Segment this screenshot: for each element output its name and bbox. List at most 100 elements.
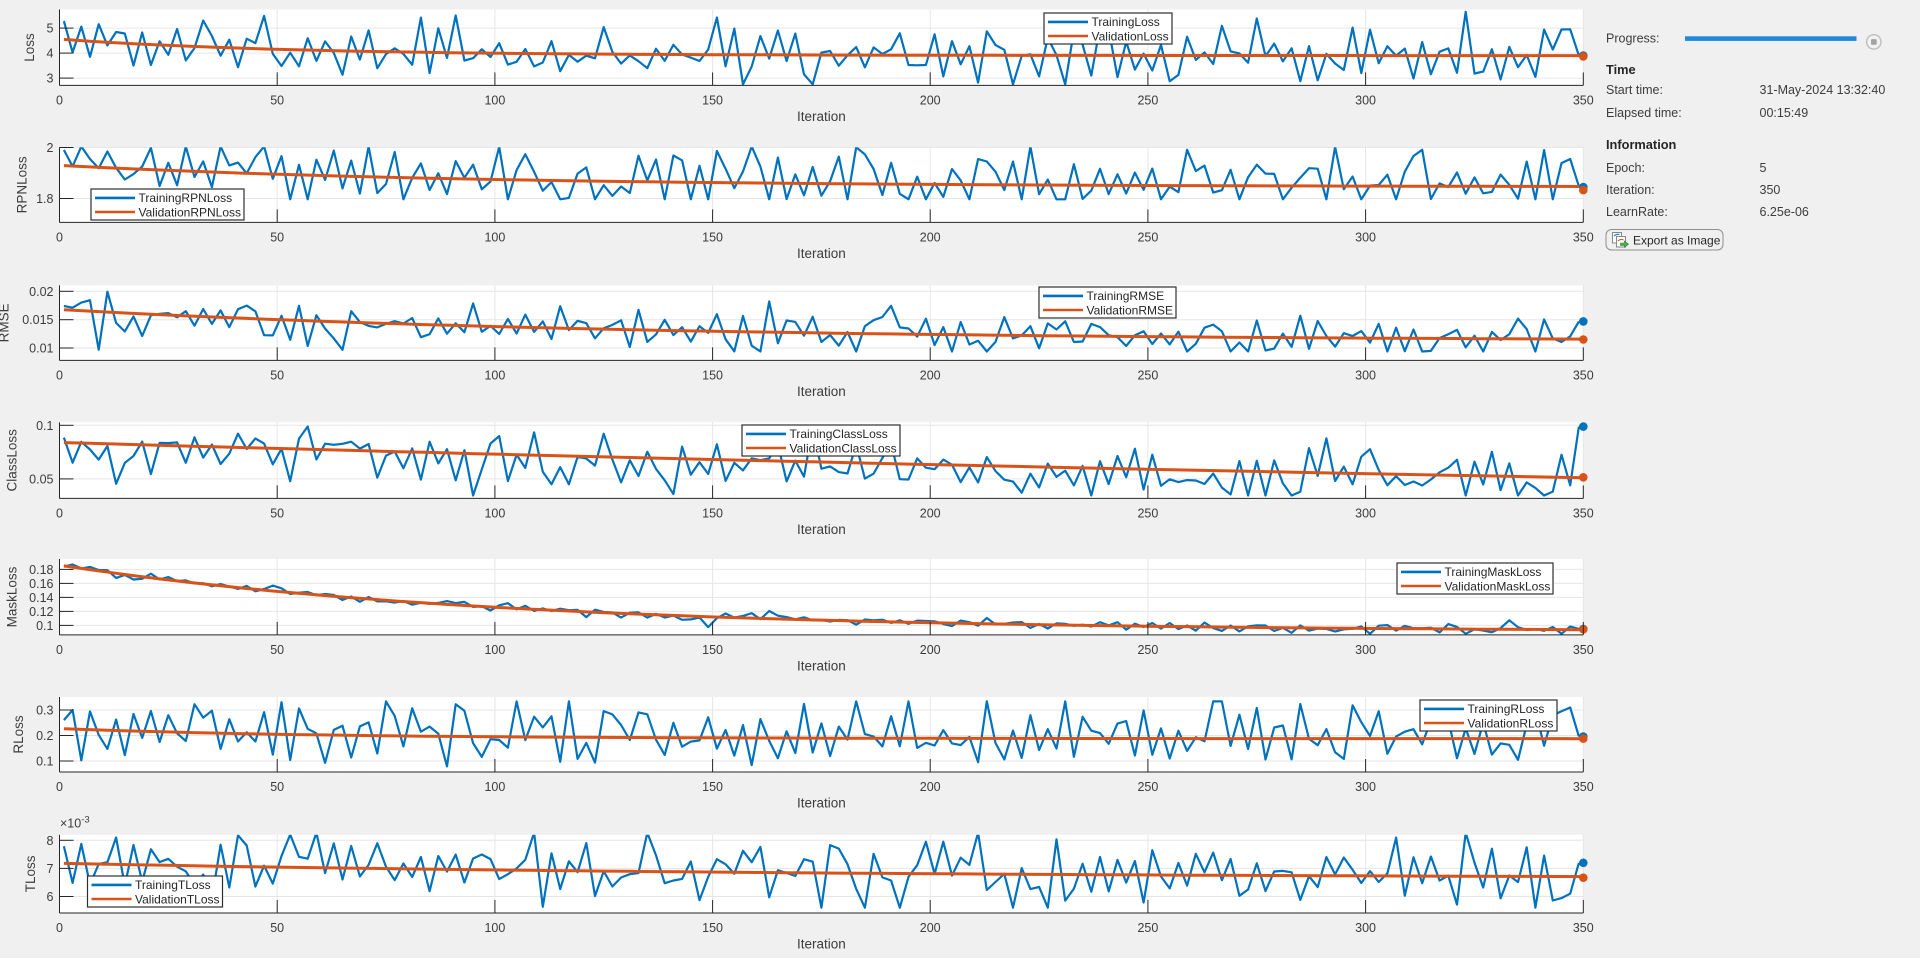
svg-text:250: 250 <box>1137 780 1158 794</box>
svg-text:ValidationMaskLoss: ValidationMaskLoss <box>1445 579 1551 593</box>
svg-text:0.015: 0.015 <box>22 313 53 327</box>
svg-text:2: 2 <box>47 141 54 155</box>
svg-text:200: 200 <box>920 230 941 244</box>
svg-text:50: 50 <box>270 230 284 244</box>
svg-text:100: 100 <box>484 93 505 107</box>
svg-text:7: 7 <box>47 862 54 876</box>
svg-text:150: 150 <box>702 643 723 657</box>
svg-text:100: 100 <box>484 506 505 520</box>
svg-text:0: 0 <box>56 506 63 520</box>
svg-text:TrainingLoss: TrainingLoss <box>1092 15 1160 29</box>
svg-text:TLoss: TLoss <box>23 855 38 892</box>
svg-text:100: 100 <box>484 368 505 382</box>
svg-text:Progress:: Progress: <box>1606 32 1660 46</box>
svg-text:RLoss: RLoss <box>11 715 26 754</box>
svg-text:300: 300 <box>1355 368 1376 382</box>
svg-text:0.02: 0.02 <box>29 285 53 299</box>
svg-text:Iteration: Iteration <box>797 796 846 811</box>
svg-text:200: 200 <box>920 93 941 107</box>
svg-text:Iteration: Iteration <box>797 384 846 399</box>
svg-text:6: 6 <box>47 890 54 904</box>
svg-text:350: 350 <box>1573 921 1594 935</box>
svg-text:5: 5 <box>1760 161 1767 175</box>
svg-text:0: 0 <box>56 643 63 657</box>
svg-text:50: 50 <box>270 368 284 382</box>
svg-text:Iteration: Iteration <box>797 246 846 261</box>
svg-text:0.3: 0.3 <box>36 704 53 718</box>
svg-text:Elapsed time:: Elapsed time: <box>1606 106 1682 120</box>
svg-text:TrainingRPNLoss: TrainingRPNLoss <box>139 191 233 205</box>
svg-text:TrainingClassLoss: TrainingClassLoss <box>790 427 888 441</box>
svg-text:100: 100 <box>484 643 505 657</box>
svg-text:50: 50 <box>270 921 284 935</box>
svg-text:200: 200 <box>920 368 941 382</box>
svg-text:200: 200 <box>920 506 941 520</box>
svg-text:TrainingRMSE: TrainingRMSE <box>1087 289 1165 303</box>
svg-text:200: 200 <box>920 643 941 657</box>
svg-text:5: 5 <box>47 22 54 36</box>
svg-text:350: 350 <box>1573 368 1594 382</box>
svg-text:0.01: 0.01 <box>29 342 53 356</box>
svg-text:200: 200 <box>920 780 941 794</box>
svg-text:Start time:: Start time: <box>1606 83 1663 97</box>
svg-text:Iteration: Iteration <box>797 109 846 124</box>
svg-text:300: 300 <box>1355 780 1376 794</box>
svg-text:300: 300 <box>1355 93 1376 107</box>
svg-text:0.1: 0.1 <box>36 619 53 633</box>
svg-text:ClassLoss: ClassLoss <box>5 429 20 492</box>
svg-text:250: 250 <box>1137 93 1158 107</box>
svg-text:0.12: 0.12 <box>29 605 53 619</box>
svg-text:TrainingTLoss: TrainingTLoss <box>135 878 211 892</box>
svg-text:150: 150 <box>702 921 723 935</box>
svg-text:50: 50 <box>270 780 284 794</box>
svg-text:250: 250 <box>1137 506 1158 520</box>
svg-text:250: 250 <box>1137 230 1158 244</box>
svg-text:350: 350 <box>1573 230 1594 244</box>
svg-text:Export as Image: Export as Image <box>1633 234 1721 248</box>
svg-text:50: 50 <box>270 93 284 107</box>
svg-text:350: 350 <box>1760 183 1781 197</box>
svg-text:350: 350 <box>1573 643 1594 657</box>
svg-text:150: 150 <box>702 506 723 520</box>
svg-text:200: 200 <box>920 921 941 935</box>
svg-text:0.1: 0.1 <box>36 755 53 769</box>
svg-text:350: 350 <box>1573 780 1594 794</box>
svg-text:Information: Information <box>1606 137 1677 152</box>
svg-text:0.1: 0.1 <box>36 419 53 433</box>
svg-text:0: 0 <box>56 368 63 382</box>
svg-text:6.25e-06: 6.25e-06 <box>1760 205 1809 219</box>
svg-text:Time: Time <box>1606 62 1636 77</box>
svg-text:100: 100 <box>484 780 505 794</box>
svg-text:8: 8 <box>47 834 54 848</box>
svg-text:ValidationLoss: ValidationLoss <box>1092 29 1169 43</box>
svg-text:0.18: 0.18 <box>29 563 53 577</box>
svg-text:0: 0 <box>56 780 63 794</box>
svg-text:TrainingMaskLoss: TrainingMaskLoss <box>1445 565 1542 579</box>
svg-text:50: 50 <box>270 643 284 657</box>
svg-text:0.16: 0.16 <box>29 577 53 591</box>
svg-text:0.2: 0.2 <box>36 729 53 743</box>
svg-text:250: 250 <box>1137 921 1158 935</box>
svg-text:250: 250 <box>1137 643 1158 657</box>
svg-text:ValidationTLoss: ValidationTLoss <box>135 892 220 906</box>
svg-text:Iteration: Iteration <box>797 658 846 673</box>
svg-text:0: 0 <box>56 921 63 935</box>
svg-text:0.14: 0.14 <box>29 591 53 605</box>
svg-text:300: 300 <box>1355 643 1376 657</box>
svg-text:LearnRate:: LearnRate: <box>1606 205 1668 219</box>
svg-text:4: 4 <box>47 47 54 61</box>
svg-text:TrainingRLoss: TrainingRLoss <box>1468 702 1545 716</box>
svg-text:50: 50 <box>270 506 284 520</box>
svg-text:ValidationClassLoss: ValidationClassLoss <box>790 441 897 455</box>
svg-text:RMSE: RMSE <box>0 303 12 342</box>
svg-text:150: 150 <box>702 368 723 382</box>
svg-text:0: 0 <box>56 230 63 244</box>
svg-text:31-May-2024 13:32:40: 31-May-2024 13:32:40 <box>1760 83 1886 97</box>
svg-text:1.8: 1.8 <box>36 192 53 206</box>
svg-text:0: 0 <box>56 93 63 107</box>
svg-text:0.05: 0.05 <box>29 472 53 486</box>
svg-text:150: 150 <box>702 230 723 244</box>
svg-text:150: 150 <box>702 93 723 107</box>
svg-text:350: 350 <box>1573 93 1594 107</box>
svg-text:100: 100 <box>484 230 505 244</box>
